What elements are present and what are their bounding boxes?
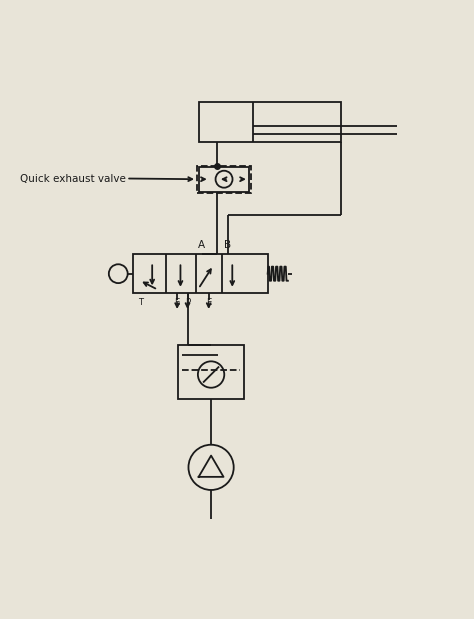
Text: B: B xyxy=(224,240,231,250)
Text: Quick exhaust valve: Quick exhaust valve xyxy=(20,173,126,183)
Text: P: P xyxy=(185,298,190,307)
Bar xyxy=(133,254,268,293)
Text: A: A xyxy=(198,240,205,250)
Text: E: E xyxy=(206,298,211,307)
Text: T: T xyxy=(138,298,143,307)
Bar xyxy=(178,345,244,399)
Text: E: E xyxy=(174,298,180,307)
Bar xyxy=(199,102,341,142)
Bar xyxy=(197,166,251,193)
Bar xyxy=(199,167,249,192)
